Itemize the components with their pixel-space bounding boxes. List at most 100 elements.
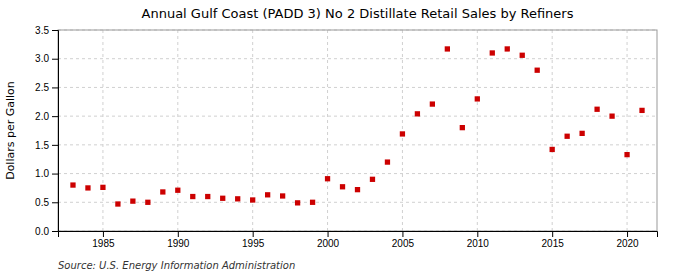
chart-svg: 1985 1990 1995 2000 2005 2010 2015 2020 0.0 0.5 1.… — [0, 0, 675, 275]
tick-mark — [52, 30, 58, 31]
point — [490, 50, 495, 55]
tick-label: 2020 — [616, 238, 639, 249]
point — [85, 185, 90, 190]
point — [175, 188, 180, 193]
point — [594, 107, 599, 112]
point — [100, 185, 105, 190]
tick-label: 1.0 — [35, 168, 49, 179]
tick: 2.0 — [35, 111, 58, 122]
grid-line-y — [58, 87, 657, 88]
tick-mark — [52, 174, 58, 175]
tick-mark — [477, 231, 478, 237]
tick-label: 1.5 — [35, 140, 49, 151]
tick-mark — [52, 202, 58, 203]
point — [265, 192, 270, 197]
grid-line-y — [58, 144, 657, 145]
point — [505, 46, 510, 51]
annotation: Source: U.S. Energy Information Administ… — [58, 260, 295, 271]
point — [355, 187, 360, 192]
point — [190, 194, 195, 199]
point — [250, 197, 255, 202]
point — [370, 177, 375, 182]
point — [310, 200, 315, 205]
tick: 2000 — [317, 231, 340, 249]
point — [415, 111, 420, 116]
tick: 2005 — [392, 231, 415, 249]
tick: 2.5 — [35, 82, 58, 93]
point — [535, 68, 540, 73]
tick-mark — [253, 231, 254, 237]
tick: 1995 — [242, 231, 265, 249]
tick-label: 3.0 — [35, 53, 49, 64]
tick: 2010 — [467, 231, 490, 249]
plot: 1985 1990 1995 2000 2005 2010 2015 2020 0.0 0.5 1.… — [35, 25, 657, 249]
point — [145, 200, 150, 205]
point — [579, 131, 584, 136]
axis-domain — [59, 232, 658, 238]
grid-line-x — [477, 30, 478, 231]
point — [400, 131, 405, 136]
point — [340, 184, 345, 189]
point — [205, 194, 210, 199]
marks — [70, 46, 644, 206]
tick-mark — [52, 59, 58, 60]
tick: 2015 — [542, 231, 565, 249]
point — [70, 182, 75, 187]
grid-line-x — [177, 30, 178, 231]
point — [445, 46, 450, 51]
grid-line-x — [627, 30, 628, 231]
tick-label: 1990 — [167, 238, 190, 249]
grid-line-y — [58, 116, 657, 117]
tick: 1.0 — [35, 168, 58, 179]
tick-label: 2005 — [392, 238, 415, 249]
point — [325, 176, 330, 181]
grid-line-x — [552, 30, 553, 231]
tick-label: 2010 — [467, 238, 490, 249]
tick-mark — [52, 87, 58, 88]
axis-domain — [52, 31, 59, 232]
tick: 0.5 — [35, 197, 58, 208]
grid-line-y — [58, 58, 657, 59]
point — [385, 159, 390, 164]
point — [520, 53, 525, 58]
point — [565, 134, 570, 139]
tick-label: 2.5 — [35, 82, 49, 93]
chart-container: 1985 1990 1995 2000 2005 2010 2015 2020 0.0 0.5 1.… — [0, 0, 675, 275]
grid — [58, 30, 657, 231]
tick: 3.0 — [35, 53, 58, 64]
tick-label: 3.5 — [35, 25, 49, 36]
point — [130, 198, 135, 203]
tick-label: 1995 — [242, 238, 265, 249]
point — [624, 152, 629, 157]
point — [280, 193, 285, 198]
tick-label: 1985 — [92, 238, 115, 249]
tick-label: 0.5 — [35, 197, 49, 208]
grid-line-x — [327, 30, 328, 231]
tick-mark — [52, 116, 58, 117]
tick: 1990 — [167, 231, 190, 249]
tick-label: 2000 — [317, 238, 340, 249]
point — [295, 200, 300, 205]
point — [235, 196, 240, 201]
tick-mark — [52, 145, 58, 146]
tick: 1985 — [92, 231, 115, 249]
tick-mark — [552, 231, 553, 237]
tick-mark — [178, 231, 179, 237]
tick-mark — [52, 231, 58, 232]
point — [550, 147, 555, 152]
plot-frame — [58, 30, 657, 231]
point — [160, 189, 165, 194]
point — [220, 196, 225, 201]
tick-label: 2.0 — [35, 111, 49, 122]
tick: 0.0 — [35, 226, 58, 237]
tick-mark — [402, 231, 403, 237]
y-axis: 0.0 0.5 1.0 1.5 2.0 2.5 3.0 3.5 — [35, 25, 58, 237]
tick-mark — [103, 231, 104, 237]
grid-line-x — [102, 30, 103, 231]
tick: 3.5 — [35, 25, 58, 36]
point — [430, 101, 435, 106]
tick-mark — [328, 231, 329, 237]
tick-label: 2015 — [542, 238, 565, 249]
tick: 2020 — [616, 231, 639, 249]
y-axis-label: Dollars per Gallon — [4, 81, 17, 180]
